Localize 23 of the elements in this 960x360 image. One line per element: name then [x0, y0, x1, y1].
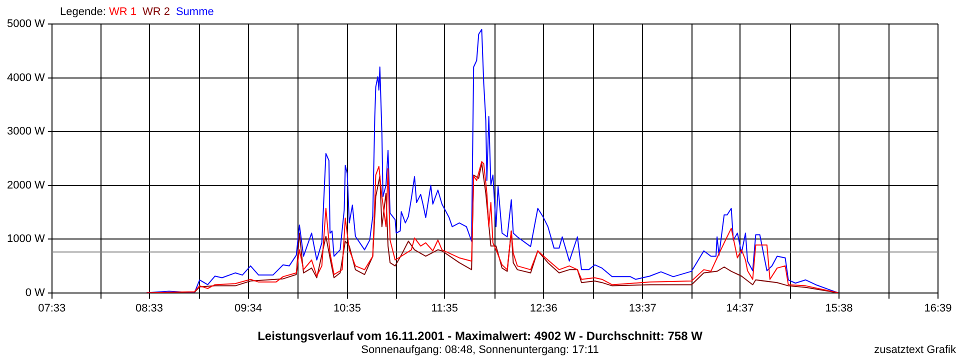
y-tick-label: 4000 W	[6, 72, 46, 84]
text: WR 1	[108, 6, 136, 18]
x-tick-label: 08:33	[136, 302, 164, 314]
x-tick-label: 13:37	[628, 302, 656, 314]
x-tick-label: 10:35	[334, 302, 362, 314]
y-tick-label: 1000 W	[6, 233, 46, 246]
x-tick-label: 12:36	[530, 302, 558, 314]
legend-title: Legende:	[60, 6, 107, 18]
x-tick-label: 15:38	[825, 302, 853, 314]
x-tick-label: 07:33	[38, 302, 66, 314]
text: Sonnenaufgang: 08:48, Sonnenuntergang: 17:11	[361, 344, 599, 356]
x-tick-label: 16:39	[924, 302, 952, 314]
y-tick-label: 0 W	[25, 286, 46, 299]
y-tick-label: 3000 W	[6, 126, 46, 138]
x-tick-label: 14:37	[726, 302, 754, 314]
text: Leistungsverlauf vom 16.11.2001 - Maximalwert: 4902 W - Durchschnitt: 758 W	[256, 329, 704, 343]
y-tick-label: 5000 W	[6, 18, 46, 30]
x-tick-label: 11:35	[431, 302, 458, 314]
text: WR 2	[142, 6, 170, 18]
y-tick-label: 2000 W	[6, 179, 46, 192]
text: Summe	[176, 6, 214, 18]
x-tick-label: 09:34	[234, 302, 262, 314]
text: zusatztext Grafik	[874, 344, 956, 356]
